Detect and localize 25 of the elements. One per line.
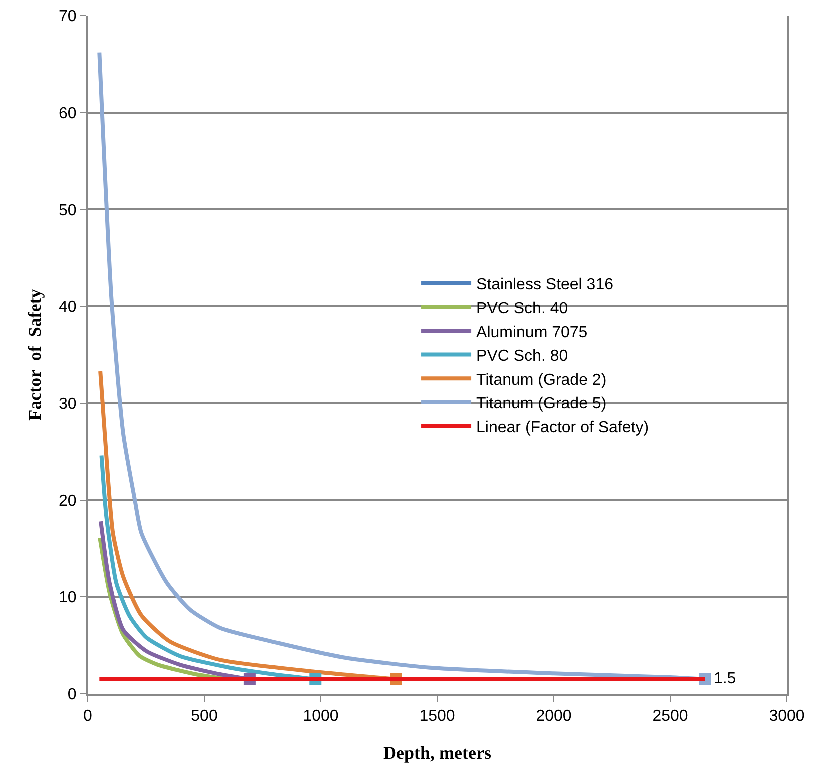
- x-tick-label: 2000: [536, 708, 572, 726]
- x-tick-label: 2500: [652, 708, 688, 726]
- legend-label: Aluminum 7075: [476, 324, 588, 342]
- legend-label: Titanum (Grade 2): [476, 372, 607, 389]
- y-tick-label: 40: [59, 299, 77, 316]
- x-tick-label: 500: [191, 708, 218, 726]
- y-tick-label: 10: [59, 590, 77, 607]
- legend-label: PVC Sch. 40: [476, 300, 568, 318]
- legend-label: Linear (Factor of Safety): [476, 419, 650, 436]
- y-tick-label: 0: [68, 686, 77, 704]
- y-tick-label: 60: [59, 105, 77, 122]
- y-tick-label: 50: [59, 202, 77, 220]
- y-tick-label: 20: [59, 492, 77, 510]
- data-label: 1.5: [714, 670, 736, 688]
- x-tick-label: 1500: [420, 708, 456, 726]
- legend-label: Titanum (Grade 5): [476, 396, 607, 413]
- x-tick-label: 1000: [303, 708, 339, 726]
- x-axis-title: Depth, meters: [384, 743, 492, 763]
- x-tick-label: 3000: [769, 708, 805, 726]
- x-tick-label: 0: [84, 708, 93, 726]
- legend-label: Stainless Steel 316: [476, 276, 614, 294]
- y-axis-title: Factor of Safety: [25, 289, 45, 421]
- y-tick-label: 70: [59, 8, 77, 26]
- legend-label: PVC Sch. 80: [476, 348, 568, 366]
- y-tick-label: 30: [59, 396, 77, 414]
